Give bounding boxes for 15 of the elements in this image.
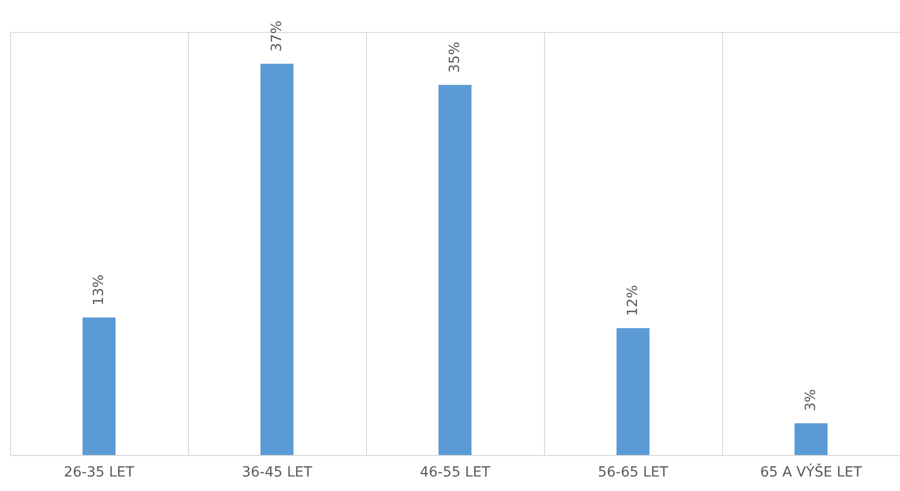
data-label: 3% (803, 389, 819, 412)
bar (82, 318, 116, 455)
bar (616, 328, 650, 455)
x-tick-label: 46-55 LET (420, 464, 491, 480)
x-tick-label: 26-35 LET (64, 464, 135, 480)
x-tick-label: 36-45 LET (242, 464, 313, 480)
data-label: 13% (91, 274, 107, 306)
data-label: 12% (625, 284, 641, 316)
bar (438, 84, 472, 455)
data-label: 35% (447, 42, 463, 73)
data-label: 37% (269, 20, 285, 52)
bar (794, 423, 828, 455)
x-tick-label: 65 A VÝŠE LET (760, 464, 862, 480)
bar (260, 64, 294, 455)
x-tick-label: 56-65 LET (598, 464, 669, 480)
